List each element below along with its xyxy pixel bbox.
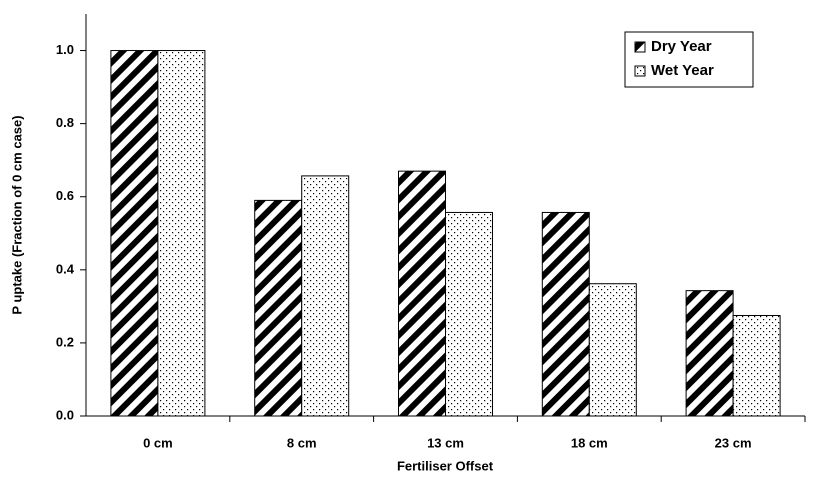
bar [445,211,493,417]
x-tick-label: 8 cm [287,435,317,450]
x-tick-label: 23 cm [715,435,752,450]
bar [254,199,303,417]
y-tick-label: 0.0 [56,407,74,422]
bar [110,50,159,417]
y-tick-label: 0.8 [56,115,74,130]
bar [588,283,637,417]
legend-swatch [634,65,646,77]
y-axis-label: P uptake (Fraction of 0 cm case) [9,115,24,314]
bar [398,170,446,417]
bar [685,290,734,417]
bar [301,175,350,417]
y-tick-label: 0.2 [56,334,74,349]
y-tick-label: 1.0 [56,42,74,57]
legend-label: Dry Year [651,38,712,55]
legend-swatch [634,41,646,53]
x-axis-label: Fertiliser Offset [397,458,494,473]
bar [541,211,590,417]
x-tick-label: 13 cm [427,435,464,450]
y-tick-label: 0.4 [56,261,75,276]
legend-box [624,31,754,88]
x-tick-label: 18 cm [571,435,608,450]
legend-label: Wet Year [651,62,714,79]
y-tick-label: 0.6 [56,188,74,203]
x-tick-label: 0 cm [143,435,173,450]
bar [732,315,781,417]
bar [157,50,206,417]
